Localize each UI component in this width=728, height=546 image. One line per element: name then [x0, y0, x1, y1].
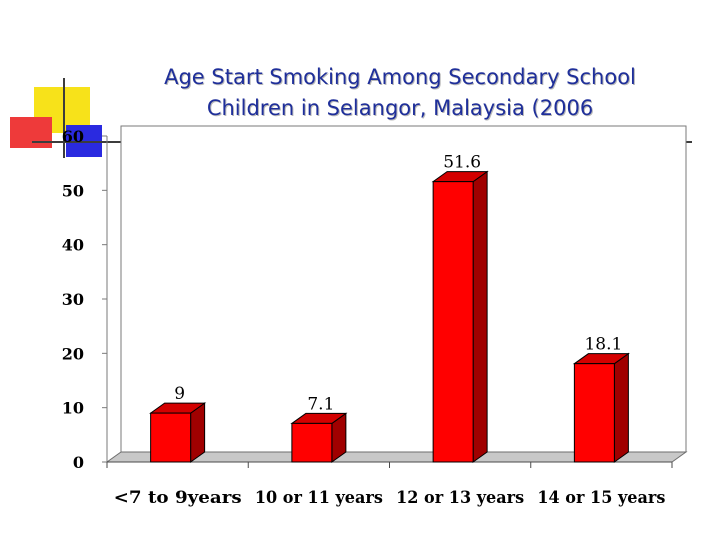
data-label: 9	[174, 384, 185, 404]
y-tick-label: 40	[62, 236, 84, 255]
bar	[432, 181, 474, 463]
y-tick-label: 30	[62, 290, 84, 309]
x-category-label: 14 or 15 years	[537, 488, 665, 508]
y-tick-label: 20	[62, 344, 84, 363]
bar	[150, 412, 192, 463]
chart-title: Age Start Smoking Among Secondary School…	[100, 62, 700, 124]
data-label: 51.6	[443, 153, 481, 173]
x-category-label: 12 or 13 years	[396, 488, 524, 508]
x-category-label: 10 or 11 years	[255, 488, 383, 508]
x-category-label: <7 to 9years	[114, 488, 242, 508]
y-tick-label: 0	[73, 453, 84, 472]
chart-title-line1: Age Start Smoking Among Secondary School	[164, 65, 636, 89]
bar	[573, 363, 615, 463]
bar-side	[472, 170, 488, 463]
bar	[291, 422, 333, 463]
data-label: 7.1	[307, 394, 334, 414]
decor-vertical-line	[63, 78, 65, 158]
data-label: 18.1	[584, 335, 622, 355]
y-tick-label: 50	[62, 181, 84, 200]
y-tick-label: 60	[62, 127, 84, 146]
y-tick-label: 10	[62, 399, 84, 418]
bar-side	[613, 352, 629, 463]
chart-title-line2: Children in Selangor, Malaysia (2006	[206, 96, 594, 120]
